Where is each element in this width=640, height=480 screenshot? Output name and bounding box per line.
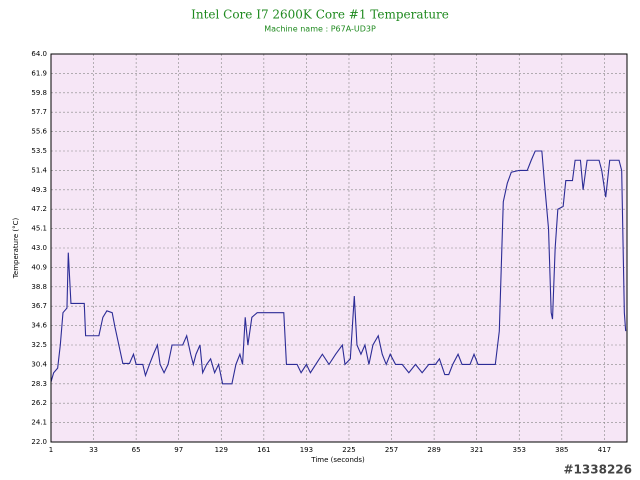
y-tick-label: 51.4 (31, 166, 47, 174)
y-tick-label: 38.8 (31, 283, 47, 291)
y-tick-label: 28.3 (31, 380, 47, 388)
x-tick-label: 97 (174, 446, 183, 454)
x-tick-label: 1 (49, 446, 53, 454)
y-tick-label: 47.2 (31, 205, 47, 213)
x-tick-label: 193 (300, 446, 313, 454)
x-tick-label: 225 (342, 446, 355, 454)
y-tick-label: 45.1 (31, 225, 47, 233)
y-tick-label: 53.5 (31, 147, 47, 155)
x-tick-label: 257 (385, 446, 398, 454)
y-tick-label: 59.8 (31, 89, 47, 97)
chart-subtitle: Machine name : P67A-UD3P (264, 25, 376, 34)
y-tick-label: 22.0 (31, 438, 47, 446)
y-tick-label: 40.9 (31, 263, 47, 271)
y-tick-label: 49.3 (31, 186, 47, 194)
y-tick-label: 61.9 (31, 69, 47, 77)
x-tick-label: 65 (132, 446, 141, 454)
x-tick-label: 129 (215, 446, 228, 454)
y-tick-label: 24.1 (31, 419, 47, 427)
x-tick-label: 385 (555, 446, 568, 454)
plot-frame (50, 53, 628, 443)
x-tick-label: 161 (257, 446, 270, 454)
x-tick-label: 417 (598, 446, 611, 454)
y-tick-label: 57.7 (31, 108, 47, 116)
x-tick-label: 353 (513, 446, 526, 454)
y-tick-label: 64.0 (31, 50, 47, 58)
x-tick-label: 321 (470, 446, 483, 454)
y-tick-label: 26.2 (31, 399, 47, 407)
y-tick-label: 30.4 (31, 360, 47, 368)
y-tick-label: 43.0 (31, 244, 47, 252)
x-axis-label: Time (seconds) (310, 456, 365, 464)
x-tick-label: 33 (89, 446, 98, 454)
y-tick-label: 32.5 (31, 341, 47, 349)
x-tick-label: 289 (427, 446, 440, 454)
y-tick-label: 55.6 (31, 128, 47, 136)
y-tick-label: 34.6 (31, 322, 47, 330)
chart-title: Intel Core I7 2600K Core #1 Temperature (191, 8, 449, 22)
y-axis-label: Temperature (°C) (12, 218, 20, 280)
y-tick-label: 36.7 (31, 302, 47, 310)
data-line (50, 150, 627, 385)
watermark: #1338226 (563, 463, 632, 477)
